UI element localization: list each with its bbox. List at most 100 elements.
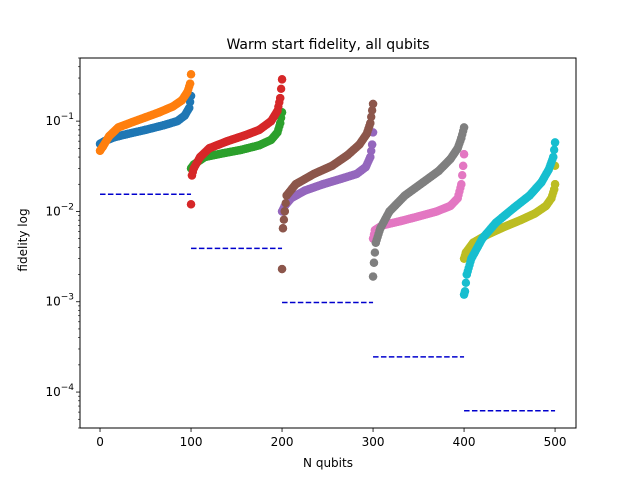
data-point [355,140,364,149]
data-point [396,216,405,226]
data-point [318,180,328,189]
data-point [266,135,276,145]
y-tick-label: 10−2 [45,202,74,218]
data-point [458,171,467,180]
data-point [361,162,370,172]
data-point [461,248,471,257]
data-point [223,136,232,146]
data-point [123,129,132,139]
data-point [141,125,150,135]
data-point [541,201,551,211]
x-tick-label: 300 [362,435,385,449]
data-point [186,70,196,79]
data-point [547,194,556,203]
data-point [370,248,380,257]
y-axis-title: fidelity log [16,208,30,271]
series-3 [186,75,287,209]
x-tick-label: 200 [271,435,294,449]
data-point [276,118,285,128]
data-point [509,203,519,212]
data-point [185,79,195,88]
data-point [278,224,288,233]
x-tick-label: 400 [453,435,476,449]
data-point [549,152,558,162]
data-point [276,93,285,103]
data-point [218,149,228,158]
data-point [500,222,510,231]
data-point [432,207,441,216]
y-tick-label: 10−3 [45,293,74,309]
data-point [236,145,246,155]
data-point [154,108,164,117]
data-point [460,287,470,296]
data-point [187,171,197,180]
data-point [478,234,487,243]
data-point [385,207,394,216]
data-point [516,215,525,225]
x-axis: 0 100 200 300 400 500 [96,428,567,449]
data-point [371,238,380,247]
data-point [491,218,501,227]
data-point [273,128,282,137]
y-tick-label: 10−1 [45,112,74,128]
data-point [343,150,352,160]
data-point [185,103,194,113]
data-point [457,133,466,143]
data-point [434,166,443,176]
data-point [281,198,290,208]
data-point [400,191,410,200]
plot-area [95,70,560,412]
data-point [530,209,540,218]
x-tick-label: 0 [96,435,104,449]
data-point [168,102,178,111]
data-point [352,169,361,179]
data-point [537,178,546,187]
data-point [458,161,468,171]
data-point [300,186,309,195]
data-point [279,215,289,224]
data-point [98,142,107,151]
data-point [467,254,476,263]
data-point [368,272,378,281]
y-axis: 10−4 10−3 10−2 10−1 [45,57,80,429]
data-point [159,121,168,130]
data-point [376,224,385,233]
data-point [180,111,189,120]
data-point [367,112,376,122]
data-point [195,152,205,162]
series-7 [368,123,469,281]
data-point [255,125,264,135]
series-9 [459,138,560,299]
data-point [186,200,196,209]
data-point [462,270,471,279]
data-point [280,207,289,216]
y-tick-label: 10−4 [45,383,74,399]
data-point [367,106,377,115]
data-point [550,180,560,189]
data-point [367,140,377,149]
x-tick-label: 500 [544,435,567,449]
data-point [277,75,287,84]
data-point [255,141,264,150]
data-point [549,145,559,155]
data-point [368,99,378,109]
data-point [266,116,276,126]
data-point [309,169,319,179]
data-point [414,212,423,221]
data-point [273,106,282,116]
data-point [189,164,198,173]
data-point [141,113,150,122]
data-point [446,201,455,211]
data-point [446,154,455,164]
series-5 [277,99,378,274]
x-tick-label: 100 [180,435,203,449]
data-point [550,138,560,147]
data-point [276,84,286,94]
data-point [453,144,462,153]
data-point [177,96,187,105]
data-point [114,123,123,132]
x-axis-title: N qubits [303,456,353,470]
data-point [457,180,466,189]
